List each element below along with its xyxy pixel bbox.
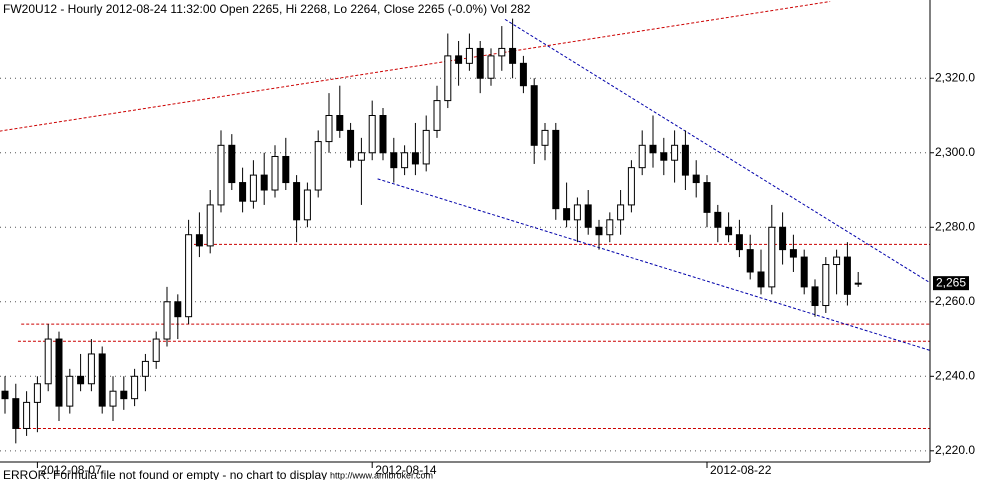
y-tick-label: 2,240.0 (935, 368, 975, 382)
candle-body (303, 189, 311, 221)
candle-body (444, 55, 452, 102)
x-tick-label: 2012-08-07 (40, 463, 102, 477)
candle-body (77, 375, 85, 385)
candle-body (735, 234, 743, 251)
last-price-label: 2,265 (936, 275, 966, 289)
candle-body (573, 204, 581, 221)
candle-body (98, 353, 106, 407)
candle-body (498, 47, 506, 57)
candle-body (379, 115, 387, 154)
y-tick-label: 2,280.0 (935, 219, 975, 233)
trend-line (0, 0, 831, 132)
candle-body (282, 155, 290, 184)
candle-body (87, 353, 95, 385)
candle-body (789, 249, 797, 258)
candle-body (833, 256, 841, 266)
candle-body (519, 62, 527, 87)
candle-body (660, 152, 668, 161)
candle-body (714, 211, 722, 228)
candle-body (1, 390, 9, 400)
candle-body (627, 167, 635, 206)
candle-body (606, 219, 614, 236)
candle-body (617, 204, 625, 221)
candle-body (455, 55, 463, 64)
candle-body (260, 174, 268, 191)
y-tick-label: 2,300.0 (935, 145, 975, 159)
candle-body (44, 338, 52, 385)
candle-body (584, 204, 592, 228)
candle-body (325, 115, 333, 143)
candle-body (725, 226, 733, 236)
candle-body (390, 152, 398, 169)
candle-body (757, 271, 765, 288)
candle-body (671, 144, 679, 161)
candle-body (779, 226, 787, 251)
x-tick-label: 2012-08-22 (710, 463, 772, 477)
candle-body (249, 174, 257, 202)
candle-body (33, 383, 41, 403)
candle-body (822, 264, 830, 307)
candle-body (595, 226, 603, 236)
candle-body (843, 256, 851, 295)
candle-body (746, 249, 754, 273)
candle-body (152, 338, 160, 362)
candle-body (228, 144, 236, 184)
candle-body (487, 55, 495, 79)
candle-body (811, 286, 819, 307)
candle-body (347, 129, 355, 161)
candle-body (314, 141, 322, 191)
candle-body (530, 85, 538, 146)
candle-body (800, 256, 808, 288)
candle-body (509, 47, 517, 64)
candle-body (66, 375, 74, 407)
candle-body (357, 152, 365, 161)
candle-body (433, 100, 441, 131)
candle-body (411, 152, 419, 165)
candle-body (692, 174, 700, 184)
x-tick-label: 2012-08-14 (375, 463, 437, 477)
candle-body (239, 182, 247, 202)
last-price-box (933, 276, 969, 291)
trend-line (504, 18, 930, 283)
chart-title: FW20U12 - Hourly 2012-08-24 11:32:00 Ope… (3, 2, 531, 16)
candle-body (109, 390, 117, 407)
candle-body (563, 208, 571, 221)
candle-body (681, 144, 689, 176)
candle-body (271, 155, 279, 191)
trend-line (377, 178, 930, 351)
candle-body (12, 398, 20, 429)
candle-body (541, 129, 549, 146)
candle-body (638, 144, 646, 169)
candle-body (120, 390, 128, 400)
candle-body (23, 401, 31, 429)
candle-body (163, 301, 171, 340)
url: http://www.amibroker.com (330, 470, 433, 480)
candle-body (476, 47, 484, 79)
candle-body (55, 338, 63, 407)
candle-body (703, 182, 711, 213)
candle-body (131, 375, 139, 400)
candle-body (854, 282, 862, 285)
candle-body (422, 129, 430, 165)
candle-body (552, 129, 560, 210)
candle-body (401, 152, 409, 169)
candle-body (368, 115, 376, 154)
candle-body (336, 115, 344, 131)
candle-body (206, 204, 214, 247)
candle-body (768, 226, 776, 288)
error-message: ERROR: Formula file not found or empty -… (3, 468, 327, 480)
candle-body (195, 234, 203, 247)
candle-body (293, 182, 301, 221)
y-tick-label: 2,220.0 (935, 443, 975, 457)
y-tick-label: 2,320.0 (935, 70, 975, 84)
y-tick-label: 2,260.0 (935, 294, 975, 308)
candle-body (217, 144, 225, 206)
candle-body (174, 301, 182, 318)
candle-body (185, 234, 193, 318)
candle-body (649, 144, 657, 154)
candle-body (465, 47, 473, 64)
candle-body (141, 360, 149, 377)
